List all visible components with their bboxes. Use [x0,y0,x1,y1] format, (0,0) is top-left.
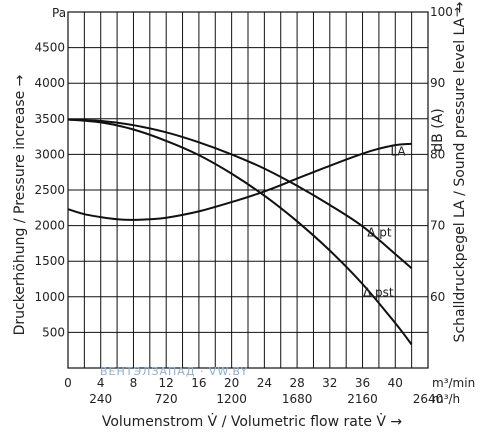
y-left-tick-label: 2500 [34,183,65,197]
chart-axes [67,11,429,369]
x-tick-label-primary: 12 [159,376,174,390]
y-left-tick-label: 2000 [34,219,65,233]
x-tick-label-primary: 32 [322,376,337,390]
curve-label: Δ pt [367,225,392,239]
curve-label: Δ pst [363,286,394,300]
y-left-tick-label: 1500 [34,254,65,268]
y-left-tick-label: 3500 [34,112,65,126]
y-left-axis-title: Druckerhöhung / Pressure increase → [12,74,28,335]
y-right-tick-label: 80 [430,147,445,161]
y-left-tick-label: 500 [42,325,65,339]
x-tick-label-secondary: 240 [89,392,112,406]
y-left-tick-label: 4000 [34,76,65,90]
chart-grid [68,12,428,368]
x-tick-label-primary: 20 [224,376,239,390]
x-tick-label-secondary: 1200 [216,392,247,406]
x-tick-label-primary: 16 [191,376,206,390]
x-tick-label-primary: 4 [97,376,105,390]
plot-frame [67,11,429,369]
x-tick-label-primary: 8 [130,376,138,390]
curve-pt [67,118,413,270]
y-left-tick-label: 1000 [34,290,65,304]
y-right-arrow: → [450,7,464,17]
x-tick-label-secondary: 2160 [347,392,378,406]
x-unit-primary: m³/min [432,376,475,390]
y-right-tick-label: 90 [430,76,445,90]
chart-curves: LA Δ pt Δ pst [67,118,413,346]
y-left-unit: Pa [52,6,66,20]
x-axis-title: Volumenstrom V̇ / Volumetric flow rate V… [102,413,403,430]
x-tick-label-secondary: 1680 [282,392,313,406]
x-tick-label-primary: 28 [289,376,304,390]
x-tick-label-primary: 40 [388,376,403,390]
x-tick-label-primary: 24 [257,376,272,390]
curve-label: LA [390,145,406,159]
watermark: ВЕНТЭЛЗАПАД · VW.BY [100,365,248,378]
y-right-axis-title: Schalldruckpegel LA / Sound pressure lev… [452,1,468,342]
x-tick-label-secondary: 2640 [413,392,444,406]
x-tick-label-primary: 36 [355,376,370,390]
y-right-tick-label: 70 [430,219,445,233]
y-right-unit: dB (A) [430,108,446,151]
y-left-tick-label: 3000 [34,147,65,161]
x-tick-label-primary: 0 [64,376,72,390]
curve-la [67,142,412,221]
x-tick-label-secondary: 720 [155,392,178,406]
y-right-tick-label: 60 [430,290,445,304]
x-unit-secondary: m³/h [432,392,460,406]
chart-ticks: 5001000150020002500300035004000450060708… [34,5,464,406]
curve-pst [67,118,413,346]
y-right-tick-label: 100 [430,5,453,19]
y-left-tick-label: 4500 [34,41,65,55]
